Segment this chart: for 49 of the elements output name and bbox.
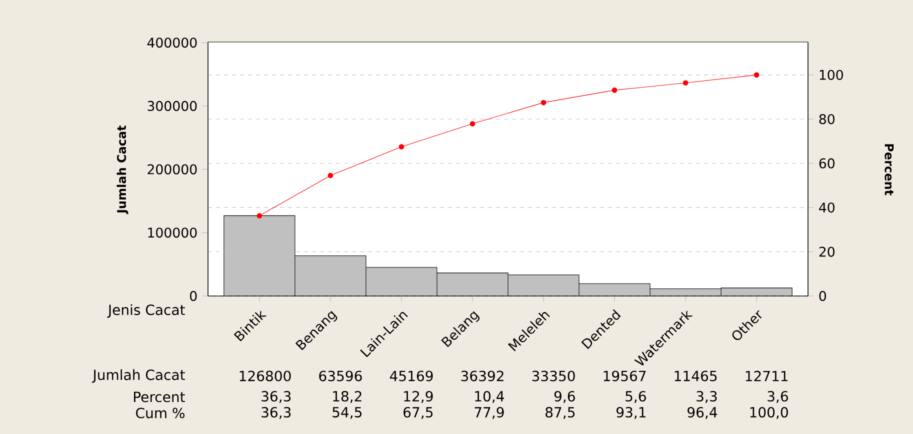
- data-label: 54,5: [332, 407, 362, 419]
- y2-tick-label: 60: [819, 158, 834, 168]
- point: [328, 172, 334, 178]
- data-label: 126800: [240, 370, 291, 382]
- text: 36,3: [262, 390, 291, 403]
- data-label: 19567: [604, 370, 646, 382]
- text: 3,6: [768, 390, 788, 403]
- data-label: 67,5: [404, 406, 433, 419]
- y-tick-label: 300000: [148, 100, 197, 112]
- text: Jumlah Cacat: [92, 369, 185, 383]
- data-label: 36,3: [262, 406, 291, 419]
- data-label: 63596: [319, 370, 362, 382]
- text: Cum %: [136, 408, 185, 418]
- data-label: 77,9: [474, 406, 504, 419]
- text: 12,9: [404, 390, 433, 403]
- y-axis-title: Jumlah Cacat: [116, 125, 128, 214]
- y-tick-label: 0: [190, 290, 197, 302]
- y2-tick-label: 80: [819, 114, 834, 124]
- text: 10,4: [475, 390, 504, 403]
- data-label: 12711: [746, 370, 788, 382]
- y-tick-label: 200000: [148, 164, 197, 174]
- y-tick-label: 100000: [148, 228, 197, 238]
- data-label: 11465: [674, 370, 717, 382]
- point: [256, 213, 262, 218]
- text: Percent: [134, 392, 185, 402]
- point: [612, 88, 618, 93]
- y2-tick-label: 100: [820, 70, 843, 80]
- data-label: 36392: [461, 370, 504, 382]
- text: 18,2: [333, 390, 362, 403]
- text: 9,6: [554, 390, 575, 403]
- point: [398, 144, 404, 150]
- x-axis-title: Jenis Cacat: [107, 304, 185, 318]
- data-label: 96,4: [688, 406, 718, 419]
- y-tick-label: 400000: [147, 38, 197, 48]
- data-label: 33350: [532, 370, 575, 382]
- data-label: 87,5: [546, 406, 575, 419]
- point: [470, 121, 476, 126]
- y2-tick-label: 0: [819, 290, 826, 302]
- y2-tick-label: 40: [819, 202, 834, 213]
- point: [540, 100, 546, 106]
- point: [754, 72, 760, 78]
- y2-axis-title: Percent: [884, 144, 894, 196]
- point: [682, 80, 688, 86]
- data-label: 100,0: [750, 406, 788, 419]
- text: 5,6: [626, 390, 646, 403]
- text: 3,3: [696, 390, 717, 403]
- data-label: 93,1: [616, 406, 646, 419]
- y2-tick-label: 20: [819, 246, 834, 257]
- data-label: 45169: [390, 370, 433, 382]
